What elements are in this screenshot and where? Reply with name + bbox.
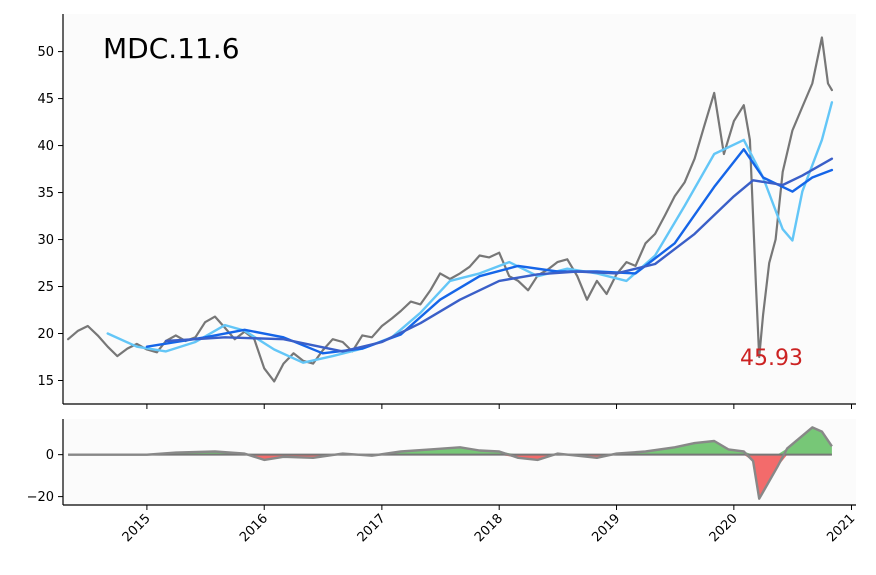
- series-line-price: [67, 36, 833, 383]
- price-y-tick-label: 35: [37, 186, 54, 201]
- price-y-tick-label: 15: [37, 374, 54, 389]
- date-x-tick-label: 2017: [355, 511, 389, 545]
- oscillator-y-tick-label: −20: [27, 490, 54, 505]
- oscillator-y-tick-label: 0: [46, 448, 54, 463]
- date-x-tick-label: 2020: [707, 511, 741, 545]
- price-y-tick-label: 20: [37, 327, 54, 342]
- price-y-tick-label: 30: [37, 233, 54, 248]
- chart-title: MDC.11.6: [103, 32, 240, 65]
- oscillator-panel-background: [63, 419, 856, 505]
- date-x-axis: 2015 2016 2017 2018 2019 2020 2021: [120, 505, 858, 545]
- price-y-tick-label: 40: [37, 139, 54, 154]
- date-x-tick-label: 2015: [120, 511, 154, 545]
- price-y-tick-label: 25: [37, 280, 54, 295]
- date-x-tick-label: 2018: [472, 511, 506, 545]
- oscillator-negative-area: [68, 454, 832, 499]
- oscillator-positive-area: [68, 427, 832, 455]
- series-line-ma_short: [106, 101, 834, 364]
- price-series-group: [67, 36, 834, 383]
- oscillator-panel: 0 −20 2015 2016 2017 2018 2019 2020 2021: [27, 419, 858, 545]
- series-line-ma_long: [164, 157, 834, 353]
- date-x-tick-label: 2016: [237, 511, 271, 545]
- price-panel: 15 20 25 30 35 40 45 50 MDC.11.6 45.93: [37, 14, 856, 409]
- price-y-axis: 15 20 25 30 35 40 45 50: [37, 45, 63, 389]
- oscillator-line: [68, 426, 833, 500]
- price-y-tick-label: 45: [37, 92, 54, 107]
- date-x-tick-label: 2019: [589, 511, 623, 545]
- date-x-tick-label: 2021: [824, 511, 858, 545]
- oscillator-series-group: [68, 426, 833, 500]
- price-x-ticks: [146, 404, 852, 409]
- price-y-tick-label: 50: [37, 45, 54, 60]
- oscillator-y-axis: 0 −20: [27, 448, 63, 505]
- last-value-label: 45.93: [740, 346, 803, 371]
